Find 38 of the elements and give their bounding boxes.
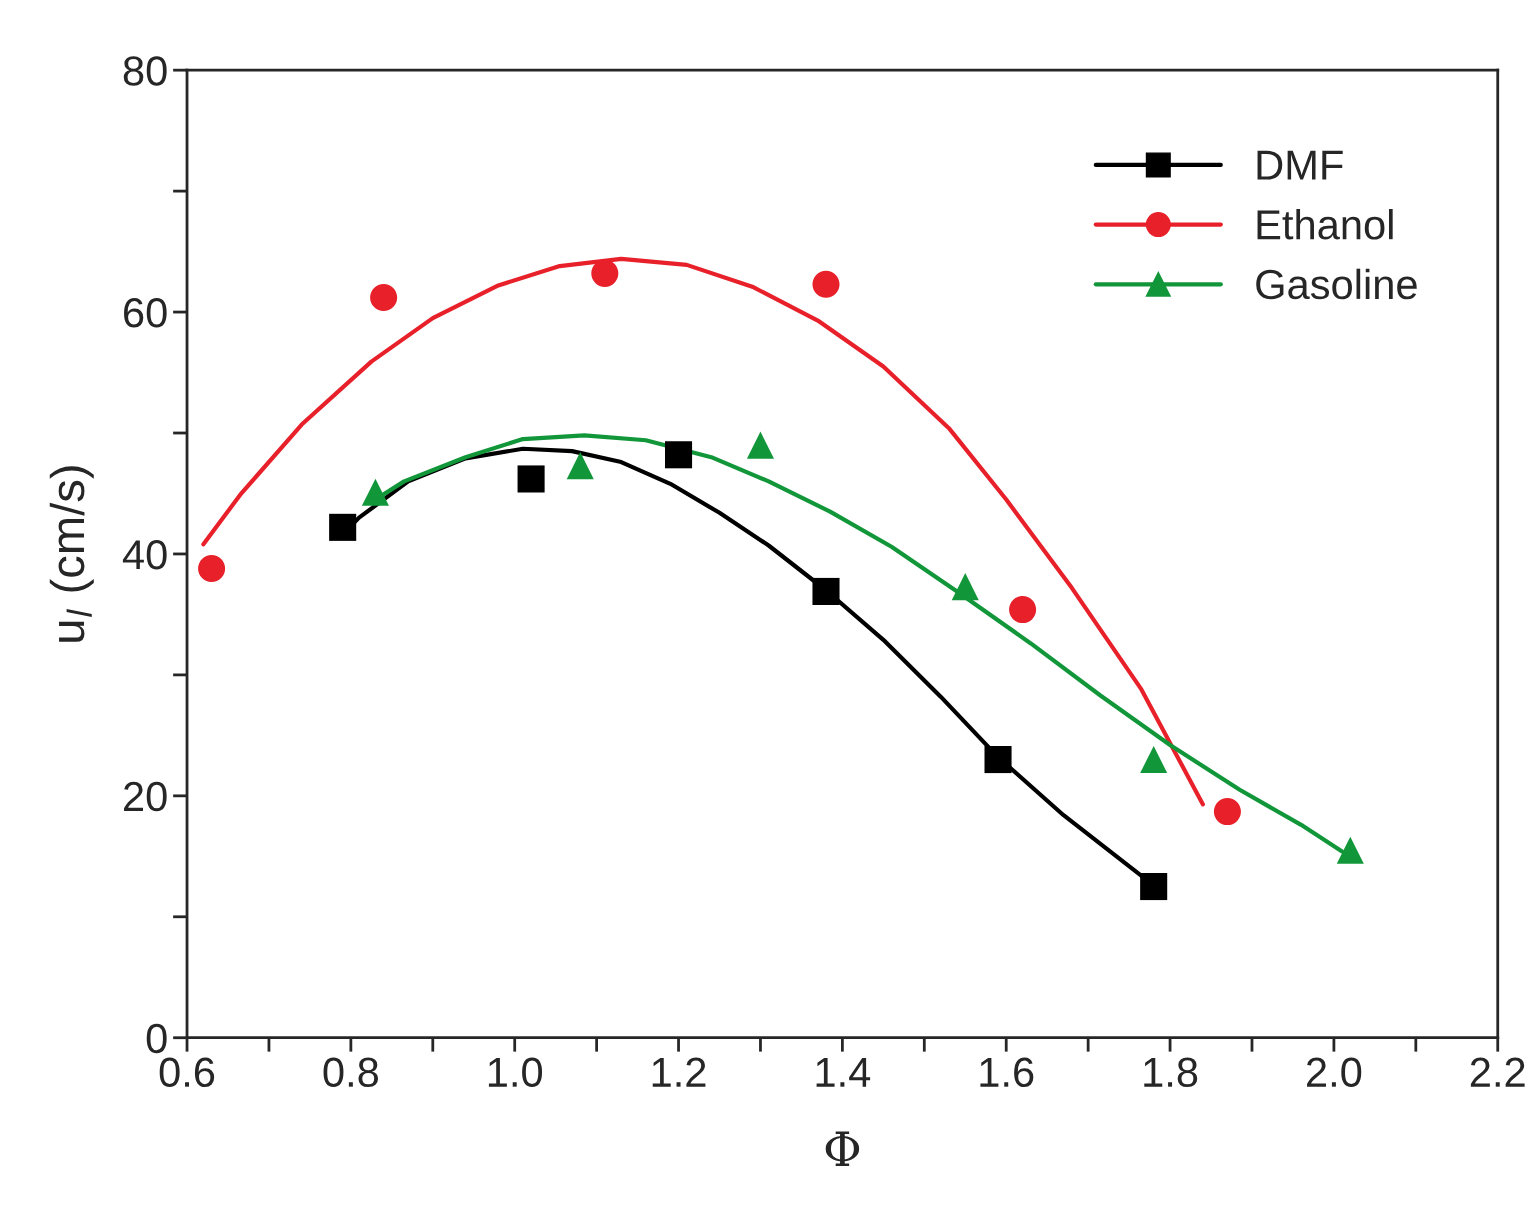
y-tick-label: 0 <box>146 1023 167 1054</box>
x-axis-title: Φ <box>825 1131 860 1166</box>
x-tick-label: 1.8 <box>1144 1057 1198 1088</box>
legend-label: Gasoline <box>1256 268 1417 300</box>
point <box>984 746 1012 774</box>
line-series <box>201 256 1205 807</box>
point <box>665 441 693 469</box>
x-tick-label: 0.6 <box>159 1057 215 1088</box>
x-tick-label: 0.8 <box>323 1057 379 1088</box>
point <box>370 284 398 312</box>
point <box>951 573 979 601</box>
y-tick-label: 40 <box>122 539 167 570</box>
y-tick-label: 20 <box>124 781 167 812</box>
point <box>746 431 774 459</box>
point <box>1009 596 1037 624</box>
point <box>591 259 619 287</box>
y-axis-title: u$_{l}$ (cm/s) <box>49 466 94 642</box>
x-tick-label: 1.0 <box>488 1057 543 1088</box>
point <box>329 513 357 541</box>
legend-label: Ethanol <box>1257 209 1393 240</box>
x-tick-label: 1.6 <box>980 1057 1034 1088</box>
point <box>517 465 545 493</box>
point <box>1140 873 1168 901</box>
point <box>566 452 594 480</box>
point <box>1336 836 1364 864</box>
point <box>812 270 840 298</box>
y-tick-label: 80 <box>123 56 167 86</box>
x-tick-label: 2.2 <box>1470 1057 1525 1087</box>
legend-label: DMF <box>1257 150 1343 180</box>
point <box>812 577 840 605</box>
point <box>1140 746 1168 774</box>
x-tick-label: 1.4 <box>816 1058 871 1087</box>
x-tick-label: 2.0 <box>1307 1057 1362 1088</box>
point <box>198 554 226 582</box>
point <box>1213 798 1241 826</box>
y-tick-label: 60 <box>124 298 167 328</box>
x-tick-label: 1.2 <box>652 1057 706 1087</box>
point <box>361 478 389 506</box>
